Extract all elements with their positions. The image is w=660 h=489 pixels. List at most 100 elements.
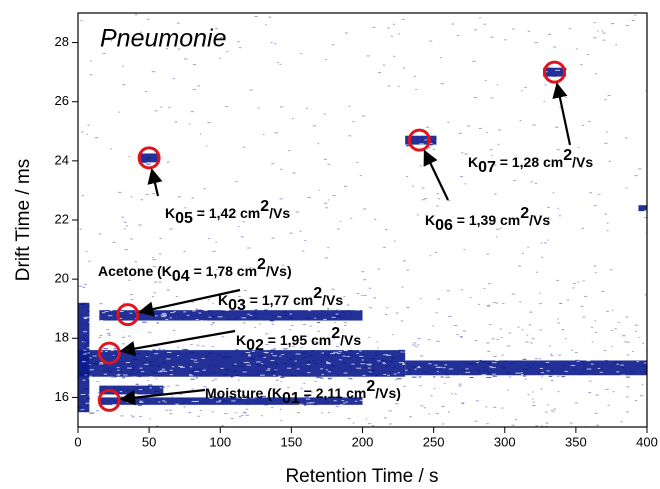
noise-dot (335, 346, 340, 348)
band-speckle (465, 368, 469, 370)
annotation-part: = 1,95 cm (264, 332, 331, 348)
band-speckle (604, 377, 609, 379)
band-speckle (355, 309, 361, 311)
noise-dot (581, 124, 585, 126)
noise-dot (288, 329, 292, 331)
noise-dot (102, 52, 106, 54)
noise-dot (559, 303, 561, 305)
band-speckle (85, 356, 89, 358)
noise-dot (132, 416, 135, 418)
signal-band (99, 397, 363, 405)
band-speckle (500, 359, 504, 361)
band-speckle (206, 348, 211, 350)
noise-dot (254, 327, 257, 329)
band-speckle (86, 305, 90, 307)
noise-dot (459, 336, 463, 338)
band-speckle (117, 373, 121, 375)
band-speckle (246, 395, 250, 397)
noise-dot (427, 339, 431, 341)
band-speckle (192, 310, 196, 312)
band-speckle (545, 361, 550, 363)
band-speckle (503, 360, 508, 362)
noise-dot (303, 382, 306, 384)
band-speckle (551, 370, 554, 372)
band-speckle (620, 374, 626, 376)
band-speckle (414, 368, 417, 370)
noise-dot (279, 106, 284, 108)
noise-dot (532, 401, 535, 403)
band-speckle (166, 358, 171, 360)
band-speckle (84, 316, 90, 318)
noise-dot (519, 120, 522, 122)
noise-dot (506, 345, 511, 347)
band-speckle (620, 364, 624, 366)
noise-dot (644, 217, 647, 219)
chart-title: Pneumonie (100, 25, 226, 53)
noise-dot (212, 250, 216, 252)
annotation-part: = 1,42 cm (193, 205, 260, 221)
annotation-part: 2 (260, 198, 269, 215)
noise-dot (590, 326, 594, 328)
signal-band (99, 310, 363, 321)
band-speckle (133, 355, 136, 357)
band-speckle (412, 366, 417, 368)
band-speckle (82, 331, 87, 333)
noise-dot (440, 83, 444, 85)
band-speckle (515, 372, 521, 374)
band-speckle (590, 363, 594, 365)
noise-dot (168, 106, 171, 108)
band-speckle (575, 359, 580, 361)
band-speckle (82, 340, 87, 342)
band-speckle (341, 311, 346, 313)
band-speckle (215, 396, 220, 398)
noise-dot (271, 237, 275, 239)
band-speckle (537, 376, 542, 378)
band-speckle (377, 360, 382, 362)
noise-dot (402, 67, 406, 69)
noise-dot (437, 298, 441, 300)
band-speckle (278, 375, 282, 377)
band-speckle (239, 398, 243, 400)
noise-dot (111, 377, 114, 379)
x-tick-label: 150 (281, 434, 303, 449)
noise-dot (634, 324, 639, 326)
band-speckle (416, 367, 421, 369)
band-speckle (477, 371, 482, 373)
band-speckle (483, 366, 487, 368)
noise-dot (626, 341, 630, 343)
band-speckle (107, 315, 113, 317)
band-speckle (132, 376, 137, 378)
band-speckle (304, 404, 307, 406)
noise-dot (334, 321, 336, 323)
noise-dot (327, 199, 330, 201)
band-speckle (134, 393, 138, 395)
y-tick-label: 28 (55, 34, 69, 49)
band-speckle (321, 374, 324, 376)
noise-dot (557, 207, 560, 209)
noise-dot (384, 313, 388, 315)
noise-dot (173, 329, 176, 331)
band-speckle (104, 310, 109, 312)
band-speckle (228, 395, 233, 397)
band-speckle (380, 360, 385, 362)
band-speckle (189, 374, 192, 376)
band-speckle (250, 397, 255, 399)
noise-dot (589, 192, 593, 194)
band-speckle (233, 319, 238, 321)
band-speckle (118, 317, 123, 319)
band-speckle (105, 309, 110, 311)
noise-dot (416, 214, 419, 216)
band-speckle (288, 317, 294, 319)
noise-dot (332, 195, 336, 197)
band-speckle (356, 353, 359, 355)
band-speckle (367, 364, 371, 366)
band-speckle (387, 374, 390, 376)
band-speckle (570, 365, 576, 367)
noise-dot (484, 80, 487, 82)
band-speckle (411, 375, 416, 377)
noise-dot (508, 332, 512, 334)
noise-dot (594, 73, 597, 75)
band-speckle (198, 312, 202, 314)
band-speckle (540, 373, 543, 375)
band-speckle (370, 363, 375, 365)
